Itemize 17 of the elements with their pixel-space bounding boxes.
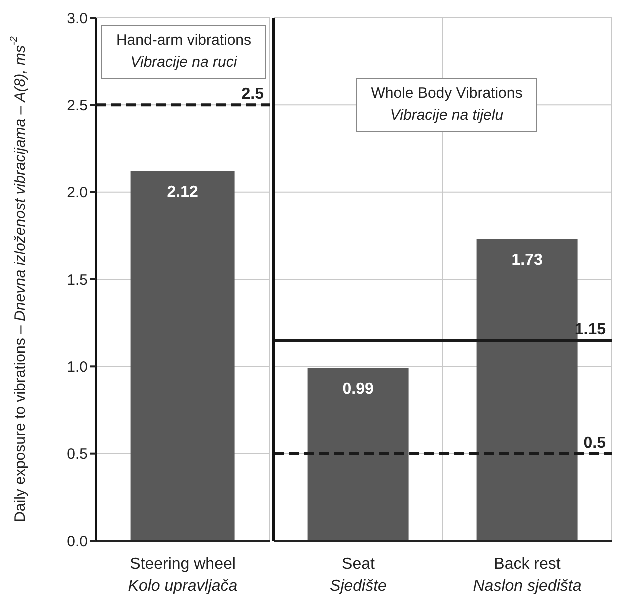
ref-line-label: 2.5	[242, 86, 264, 104]
y-tick-label: 1.5	[67, 272, 88, 289]
annotation: Hand-arm vibrations Vibracije na ruci	[116, 31, 252, 73]
data-label: 1.73	[512, 252, 543, 269]
y-tick-label: 0.5	[67, 446, 88, 464]
x-tick-label: Back rest Naslon sjedišta	[473, 556, 582, 595]
y-tick-label: 2.0	[67, 184, 88, 202]
data-label: 0.99	[342, 380, 374, 398]
y-tick-label: 3.0	[67, 10, 88, 28]
x-tick-label: Seat Sjedište	[330, 556, 388, 595]
y-tick-label: 2.5	[67, 97, 88, 114]
y-tick-label: 0.0	[67, 533, 88, 550]
x-tick-label: Steering wheel Kolo upravljača	[128, 556, 238, 595]
data-label: 2.12	[167, 184, 198, 201]
y-tick-label: 1.0	[67, 358, 88, 376]
ref-line-label: 0.5	[584, 434, 606, 452]
annotation: Whole Body Vibrations Vibracije na tijelu	[371, 84, 523, 126]
